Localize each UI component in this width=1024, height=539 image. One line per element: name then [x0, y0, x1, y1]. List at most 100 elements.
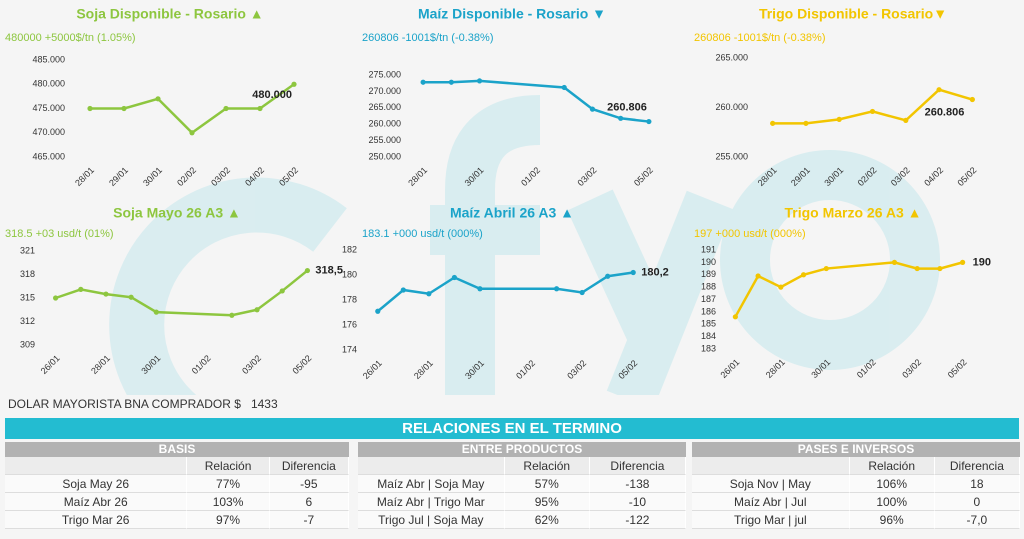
y-tick-label: 270.000 [368, 86, 401, 96]
price-point [561, 84, 567, 91]
table-cell: 103% [187, 493, 270, 511]
y-tick-label: 250.000 [368, 151, 401, 161]
x-tick-label: 03/02 [240, 353, 263, 376]
price-point [291, 81, 297, 87]
y-tick-label: 185 [701, 319, 716, 329]
chart-title: Soja Mayo 26 A3 ▲ [113, 205, 241, 221]
chart-title: Trigo Disponible - Rosario▼ [759, 6, 947, 22]
price-point [646, 118, 652, 125]
x-tick-label: 05/02 [955, 165, 978, 188]
value-label: 260.806 [607, 101, 647, 113]
x-tick-label: 01/02 [514, 358, 537, 381]
price-point [279, 288, 285, 294]
column-header [692, 457, 850, 475]
price-point [836, 116, 842, 122]
table-cell: 6 [269, 493, 349, 511]
price-point [770, 120, 776, 126]
chart-title: Maíz Disponible - Rosario ▼ [418, 6, 606, 22]
y-tick-label: 485.000 [32, 54, 65, 64]
column-header: Relación [849, 457, 935, 475]
table-cell: Maíz Abr | Trigo Mar [358, 493, 505, 511]
price-point [257, 105, 263, 112]
price-point [78, 286, 84, 292]
y-tick-label: 318 [20, 269, 35, 279]
price-point [375, 308, 381, 314]
y-tick-label: 321 [20, 245, 35, 255]
table-cell: 57% [504, 475, 590, 493]
price-point [128, 294, 134, 300]
x-tick-label: 02/02 [175, 165, 198, 188]
column-header-row: Relación Diferencia [358, 457, 686, 475]
price-point [553, 286, 560, 292]
x-tick-label: 28/01 [764, 357, 787, 380]
table-cell: -7,0 [934, 511, 1020, 529]
y-tick-label: 190 [701, 257, 716, 267]
dollar-rate: DOLAR MAYORISTA BNA COMPRADOR $ 1433 [8, 397, 278, 411]
y-tick-label: 180 [342, 269, 357, 279]
y-tick-label: 182 [342, 244, 357, 254]
y-tick-label: 183 [701, 343, 716, 353]
table-cell: -122 [589, 511, 686, 529]
column-header-row: Relación Diferencia [692, 457, 1020, 475]
price-point [618, 115, 624, 121]
x-tick-label: 26/01 [718, 357, 741, 380]
y-tick-label: 191 [701, 244, 716, 254]
price-point [87, 105, 93, 112]
chart-title: Trigo Marzo 26 A3 ▲ [784, 205, 921, 221]
price-line [376, 271, 634, 313]
table-cell: 96% [849, 511, 935, 529]
price-point [936, 87, 942, 93]
chart-subtitle: 260806 -1001$/tn (-0.38%) [362, 32, 493, 44]
price-point [732, 314, 738, 320]
price-point [223, 105, 229, 112]
x-tick-label: 05/02 [946, 357, 969, 380]
table-cell: -7 [269, 511, 349, 529]
y-tick-label: 255.000 [715, 151, 748, 161]
table-cell: 62% [504, 511, 590, 529]
table-cell: Soja Nov | May [692, 475, 850, 493]
table-cell: -138 [589, 475, 686, 493]
table-cell: 77% [187, 475, 270, 493]
relations-section: ENTRE PRODUCTOS Relación Diferencia Maíz Ab… [358, 442, 686, 529]
table-row: Maíz Abr | Soja May 57% -138 [358, 475, 686, 493]
watermark [109, 95, 940, 395]
price-point [153, 309, 159, 315]
price-point [778, 284, 784, 290]
column-header: Diferencia [269, 457, 349, 475]
price-point [960, 259, 966, 265]
y-tick-label: 260.000 [368, 119, 401, 129]
table-cell: Maíz Abr | Soja May [358, 475, 505, 493]
y-tick-label: 186 [701, 306, 716, 316]
y-tick-label: 178 [342, 294, 357, 304]
dollar-label: DOLAR MAYORISTA BNA COMPRADOR $ [8, 397, 241, 411]
price-point [448, 79, 454, 85]
price-point [400, 287, 406, 293]
table-cell: Soja May 26 [5, 475, 188, 493]
charts-area: Soja Disponible - Rosario ▲ 480000 +5000$… [5, 6, 991, 395]
column-header: Diferencia [934, 457, 1020, 475]
y-tick-label: 255.000 [368, 135, 401, 145]
value-label: 260.806 [925, 106, 965, 118]
price-point [420, 79, 426, 85]
price-point [304, 267, 311, 274]
chart-subtitle: 480000 +5000$/tn (1.05%) [5, 32, 136, 44]
section-header: PASES E INVERSOS [692, 442, 1020, 457]
price-point [630, 269, 636, 276]
x-tick-label: 05/02 [290, 353, 313, 376]
column-header: Relación [504, 457, 590, 475]
price-point [476, 78, 483, 84]
price-point [800, 272, 807, 278]
relations-title: RELACIONES EN EL TERMINO [5, 418, 1019, 439]
chart-title: Maíz Abril 26 A3 ▲ [450, 205, 574, 221]
x-tick-label: 01/02 [190, 353, 213, 376]
price-point [755, 273, 761, 279]
section-header: ENTRE PRODUCTOS [358, 442, 686, 457]
y-tick-label: 315 [20, 292, 35, 302]
x-tick-label: 28/01 [406, 165, 429, 188]
x-tick-label: 28/01 [89, 353, 112, 376]
y-tick-label: 275.000 [368, 69, 401, 79]
x-tick-label: 03/02 [565, 358, 588, 381]
price-point [969, 96, 975, 103]
chart-subtitle: 260806 -1001$/tn (-0.38%) [694, 32, 825, 44]
